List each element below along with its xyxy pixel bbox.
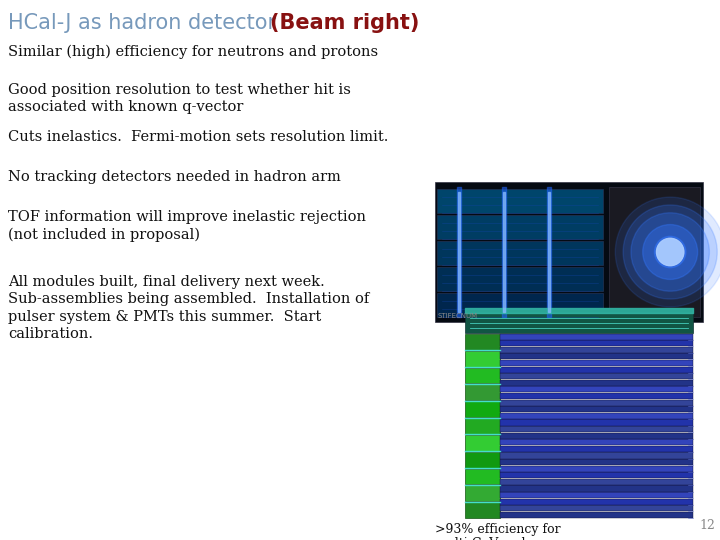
- Bar: [435, 278, 703, 518]
- Text: (Beam right): (Beam right): [270, 13, 419, 33]
- Polygon shape: [500, 465, 693, 472]
- Polygon shape: [465, 351, 500, 367]
- Polygon shape: [500, 453, 693, 458]
- Text: TOF information will improve inelastic rejection
(not included in proposal): TOF information will improve inelastic r…: [8, 210, 366, 242]
- Polygon shape: [465, 308, 693, 333]
- Text: >93% efficiency for: >93% efficiency for: [435, 523, 561, 536]
- Bar: [437, 293, 603, 317]
- Text: 12: 12: [699, 519, 715, 532]
- Polygon shape: [500, 406, 693, 412]
- Polygon shape: [500, 340, 693, 346]
- Polygon shape: [500, 393, 693, 399]
- Text: HCal-J as hadron detector: HCal-J as hadron detector: [8, 13, 289, 33]
- Polygon shape: [500, 334, 693, 340]
- Polygon shape: [465, 368, 500, 383]
- Polygon shape: [500, 512, 693, 518]
- Polygon shape: [500, 367, 693, 373]
- Polygon shape: [500, 400, 693, 406]
- Circle shape: [631, 213, 709, 291]
- Polygon shape: [500, 433, 693, 438]
- Polygon shape: [500, 386, 693, 393]
- Bar: [435, 182, 703, 322]
- Polygon shape: [500, 492, 693, 498]
- Text: and: and: [498, 537, 530, 540]
- Polygon shape: [500, 459, 693, 465]
- Polygon shape: [465, 401, 500, 417]
- Polygon shape: [500, 426, 693, 432]
- Bar: [437, 215, 603, 239]
- Text: Good position resolution to test whether hit is
associated with known q-vector: Good position resolution to test whether…: [8, 83, 351, 114]
- Circle shape: [623, 205, 717, 299]
- Polygon shape: [465, 452, 500, 468]
- Circle shape: [657, 238, 684, 266]
- Polygon shape: [500, 360, 693, 366]
- Polygon shape: [465, 384, 500, 400]
- Bar: [437, 267, 603, 291]
- Circle shape: [654, 237, 686, 268]
- Circle shape: [643, 225, 698, 279]
- Polygon shape: [500, 485, 693, 491]
- Polygon shape: [465, 502, 500, 518]
- Polygon shape: [465, 418, 500, 434]
- Text: n: n: [522, 537, 530, 540]
- Polygon shape: [500, 498, 693, 505]
- Text: Cuts inelastics.  Fermi-motion sets resolution limit.: Cuts inelastics. Fermi-motion sets resol…: [8, 130, 388, 144]
- Polygon shape: [500, 479, 693, 485]
- Polygon shape: [500, 420, 693, 426]
- Text: Similar (high) efficiency for neutrons and protons: Similar (high) efficiency for neutrons a…: [8, 45, 378, 59]
- Polygon shape: [465, 469, 500, 484]
- Bar: [437, 241, 603, 265]
- Text: All modules built, final delivery next week.
Sub-assemblies being assembled.  In: All modules built, final delivery next w…: [8, 275, 369, 341]
- Text: STIFECNUM: STIFECNUM: [438, 313, 478, 319]
- Polygon shape: [500, 505, 693, 511]
- Text: p: p: [492, 537, 500, 540]
- Polygon shape: [500, 472, 693, 478]
- Polygon shape: [500, 439, 693, 446]
- Polygon shape: [500, 373, 693, 379]
- Text: multi-GeV: multi-GeV: [435, 537, 503, 540]
- Bar: [609, 187, 700, 317]
- Polygon shape: [465, 435, 500, 451]
- Polygon shape: [500, 347, 693, 353]
- Polygon shape: [500, 446, 693, 452]
- Polygon shape: [465, 485, 500, 501]
- Bar: [437, 189, 603, 213]
- Polygon shape: [500, 353, 693, 360]
- Polygon shape: [500, 380, 693, 386]
- Polygon shape: [465, 334, 500, 350]
- Text: No tracking detectors needed in hadron arm: No tracking detectors needed in hadron a…: [8, 170, 341, 184]
- Polygon shape: [500, 413, 693, 419]
- Circle shape: [616, 197, 720, 307]
